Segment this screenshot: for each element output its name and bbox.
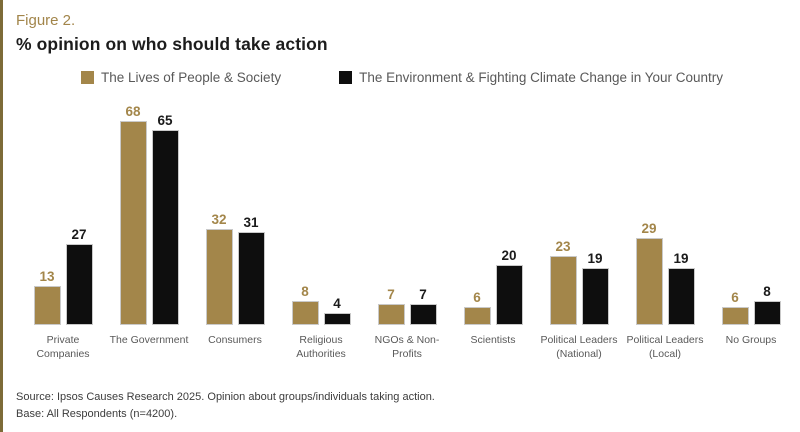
- bar-value-label: 13: [39, 268, 55, 284]
- chart-footnotes: Source: Ipsos Causes Research 2025. Opin…: [16, 389, 435, 422]
- bar-column-series-1: 8: [753, 283, 781, 325]
- bar-value-label: 19: [673, 250, 689, 266]
- bar: [237, 232, 265, 325]
- bar-column-series-1: 19: [667, 250, 695, 325]
- bar-value-label: 20: [501, 247, 517, 263]
- bar-chart: 13 27 Private Companies 68 65 The Government 3…: [16, 99, 788, 364]
- bar: [581, 268, 609, 325]
- bar-value-label: 68: [125, 103, 141, 119]
- bar: [323, 313, 351, 325]
- bar-group: 6 20 Scientists: [450, 99, 536, 364]
- bar-column-series-1: 27: [65, 226, 93, 325]
- bar: [291, 301, 319, 325]
- bar-column-series-1: 20: [495, 247, 523, 325]
- bar: [119, 121, 147, 325]
- bar-value-label: 27: [71, 226, 87, 242]
- bar-column-series-1: 7: [409, 286, 437, 325]
- bar-group: 68 65 The Government: [106, 99, 192, 364]
- bar: [409, 304, 437, 325]
- bar-column-series-0: 7: [377, 286, 405, 325]
- bar-group: 29 19 Political Leaders (Local): [622, 99, 708, 364]
- bar-group: 6 8 No Groups: [708, 99, 794, 364]
- bar-value-label: 6: [473, 289, 481, 305]
- category-label: No Groups: [725, 334, 777, 346]
- bar-group: 13 27 Private Companies: [20, 99, 106, 364]
- legend-item-0: The Lives of People & Society: [80, 70, 282, 85]
- bar-column-series-1: 19: [581, 250, 609, 325]
- bars-area: 23 19: [549, 99, 609, 325]
- legend-item-1: The Environment & Fighting Climate Chang…: [339, 70, 723, 85]
- bars-area: 13 27: [33, 99, 93, 325]
- bar: [495, 265, 523, 325]
- bar: [463, 307, 491, 325]
- legend-label: The Lives of People & Society: [100, 70, 282, 85]
- bar-value-label: 19: [587, 250, 603, 266]
- bar-column-series-1: 65: [151, 112, 179, 325]
- legend-label: The Environment & Fighting Climate Chang…: [359, 70, 724, 85]
- bar-value-label: 7: [419, 286, 427, 302]
- base-note: Base: All Respondents (n=4200).: [16, 407, 178, 420]
- bar-value-label: 32: [211, 211, 227, 227]
- bar-group: 8 4 Religious Authorities: [278, 99, 364, 364]
- bar: [667, 268, 695, 325]
- bar-column-series-0: 29: [635, 220, 663, 325]
- bar: [151, 130, 179, 325]
- bar-column-series-0: 8: [291, 283, 319, 325]
- category-label: Religious Authorities: [296, 334, 346, 360]
- bar-value-label: 8: [301, 283, 309, 299]
- category-label: Political Leaders (Local): [626, 334, 704, 360]
- bar: [377, 304, 405, 325]
- bar-value-label: 23: [555, 238, 571, 254]
- bar: [721, 307, 749, 325]
- bar: [33, 286, 61, 325]
- bars-area: 6 20: [463, 99, 523, 325]
- chart-legend: The Lives of People & Society The Environ…: [16, 70, 788, 85]
- category-label: Private Companies: [36, 334, 90, 360]
- bar-value-label: 4: [333, 295, 341, 311]
- bar: [753, 301, 781, 325]
- category-label: Consumers: [208, 334, 262, 346]
- legend-swatch-icon: [80, 71, 94, 84]
- bar-group: 7 7 NGOs & Non-Profits: [364, 99, 450, 364]
- bar: [549, 256, 577, 325]
- bar-value-label: 65: [157, 112, 173, 128]
- bars-area: 68 65: [119, 99, 179, 325]
- category-label: Political Leaders (National): [540, 334, 618, 360]
- figure-number-label: Figure 2.: [16, 12, 76, 29]
- source-note: Source: Ipsos Causes Research 2025. Opin…: [16, 391, 435, 403]
- bar-group: 23 19 Political Leaders (National): [536, 99, 622, 364]
- bar-value-label: 8: [763, 283, 771, 299]
- bar-group: 32 31 Consumers: [192, 99, 278, 364]
- bar-column-series-0: 32: [205, 211, 233, 325]
- bar: [65, 244, 93, 325]
- bar-value-label: 6: [731, 289, 739, 305]
- bar: [205, 229, 233, 325]
- bar-value-label: 7: [387, 286, 395, 302]
- bar-column-series-0: 68: [119, 103, 147, 325]
- bars-area: 29 19: [635, 99, 695, 325]
- bar-column-series-1: 4: [323, 295, 351, 325]
- bar-column-series-0: 6: [463, 289, 491, 325]
- category-label: The Government: [109, 334, 189, 346]
- category-label: NGOs & Non-Profits: [374, 334, 440, 360]
- bar-value-label: 31: [243, 214, 259, 230]
- bars-area: 32 31: [205, 99, 265, 325]
- bar-value-label: 29: [641, 220, 657, 236]
- legend-swatch-icon: [339, 71, 353, 84]
- category-label: Scientists: [470, 334, 516, 346]
- bar: [635, 238, 663, 325]
- bar-column-series-0: 13: [33, 268, 61, 325]
- bar-column-series-0: 23: [549, 238, 577, 325]
- page-title: % opinion on who should take action: [16, 34, 328, 54]
- bar-column-series-1: 31: [237, 214, 265, 325]
- bar-chart-plot-area: 13 27 Private Companies 68 65 The Government 3…: [20, 99, 784, 364]
- bar-column-series-0: 6: [721, 289, 749, 325]
